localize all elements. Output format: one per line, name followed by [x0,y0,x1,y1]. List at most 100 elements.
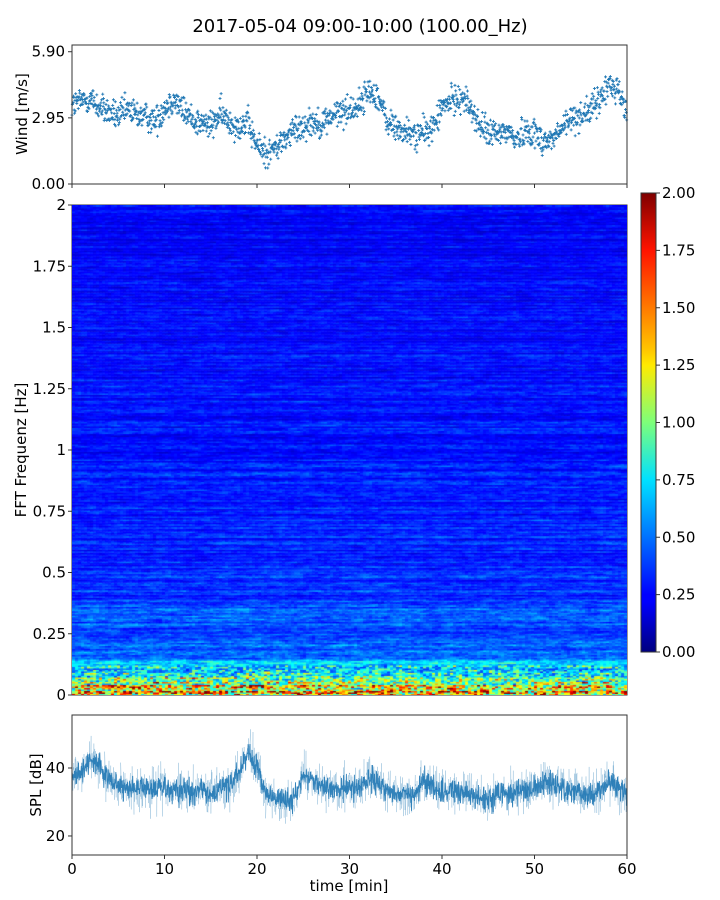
wind-point [208,132,212,136]
colorbar-tick-label: 0.00 [662,643,695,661]
wind-point [424,124,428,128]
wind-point [377,94,381,98]
wind-point [208,115,212,119]
wind-point [82,92,86,96]
wind-point [600,86,604,90]
wind-axes-frame [71,44,628,185]
wind-point [623,115,627,119]
wind-point [215,118,219,122]
wind-point [449,101,453,105]
wind-point [263,135,267,139]
wind-point [275,133,279,137]
wind-point [412,127,416,131]
spectrogram-ytick-label: 0.5 [42,564,66,582]
wind-point [622,97,626,101]
wind-point [322,122,326,126]
wind-point [143,107,147,111]
wind-point [431,116,435,120]
wind-point [413,124,417,128]
wind-point [168,95,172,99]
wind-point [443,109,447,113]
wind-point [367,84,371,88]
wind-point [408,137,412,141]
wind-point [139,106,143,110]
wind-point [283,138,287,142]
wind-point [77,95,81,99]
figure-title: 2017-05-04 09:00-10:00 (100.00_Hz) [192,16,527,37]
wind-point [212,115,216,119]
wind-point [299,133,303,137]
wind-point [421,111,425,115]
wind-point [149,131,153,135]
wind-point [565,113,569,117]
wind-point [451,99,455,103]
wind-point [259,152,263,156]
wind-point [508,126,512,130]
wind-point [99,101,103,105]
wind-point [195,124,199,128]
wind-point [580,117,584,121]
wind-point [462,109,466,113]
wind-point [277,145,281,149]
wind-point [73,111,77,115]
wind-point [360,92,364,96]
wind-point [117,120,121,124]
wind-point [541,148,545,152]
wind-point [237,126,241,130]
wind-point [225,113,229,117]
wind-point [497,138,501,142]
wind-point [518,137,522,141]
wind-point [101,92,105,96]
wind-point [521,133,525,137]
spl-series [71,743,628,815]
wind-point [131,98,135,102]
wind-point [211,136,215,140]
wind-point [452,113,456,117]
wind-point [572,116,576,120]
wind-point [306,119,310,123]
wind-point [590,92,594,96]
spectrogram-ytick-label: 1.25 [33,380,66,398]
wind-point [611,79,615,83]
wind-point [357,86,361,90]
wind-point [197,129,201,133]
wind-point [155,103,159,107]
wind-point [445,105,449,109]
wind-point [402,138,406,142]
wind-point [415,150,419,154]
wind-point [503,131,507,135]
wind-point [382,105,386,109]
wind-point [118,107,122,111]
wind-point [180,108,184,112]
wind-point [351,108,355,112]
wind-point [194,119,198,123]
wind-point [437,120,441,124]
wind-ytick-label: 0.00 [32,175,65,193]
wind-point [435,104,439,108]
wind-point [557,134,561,138]
wind-point [621,101,625,105]
wind-point [406,127,410,131]
wind-point [533,146,537,150]
wind-point [296,136,300,140]
wind-point [597,111,601,115]
wind-point [599,88,603,92]
wind-point [294,124,298,128]
wind-point [161,116,165,120]
wind-point [230,118,234,122]
wind-point [235,127,239,131]
wind-point [437,128,441,132]
wind-point [244,114,248,118]
wind-point [604,102,608,106]
wind-point [380,109,384,113]
wind-point [483,120,487,124]
wind-point [331,117,335,121]
wind-point [369,95,373,99]
wind-point [292,125,296,129]
wind-point [588,104,592,108]
wind-point [398,123,402,127]
wind-point [90,102,94,106]
wind-point [334,116,338,120]
wind-point [143,111,147,115]
wind-point [585,118,589,122]
